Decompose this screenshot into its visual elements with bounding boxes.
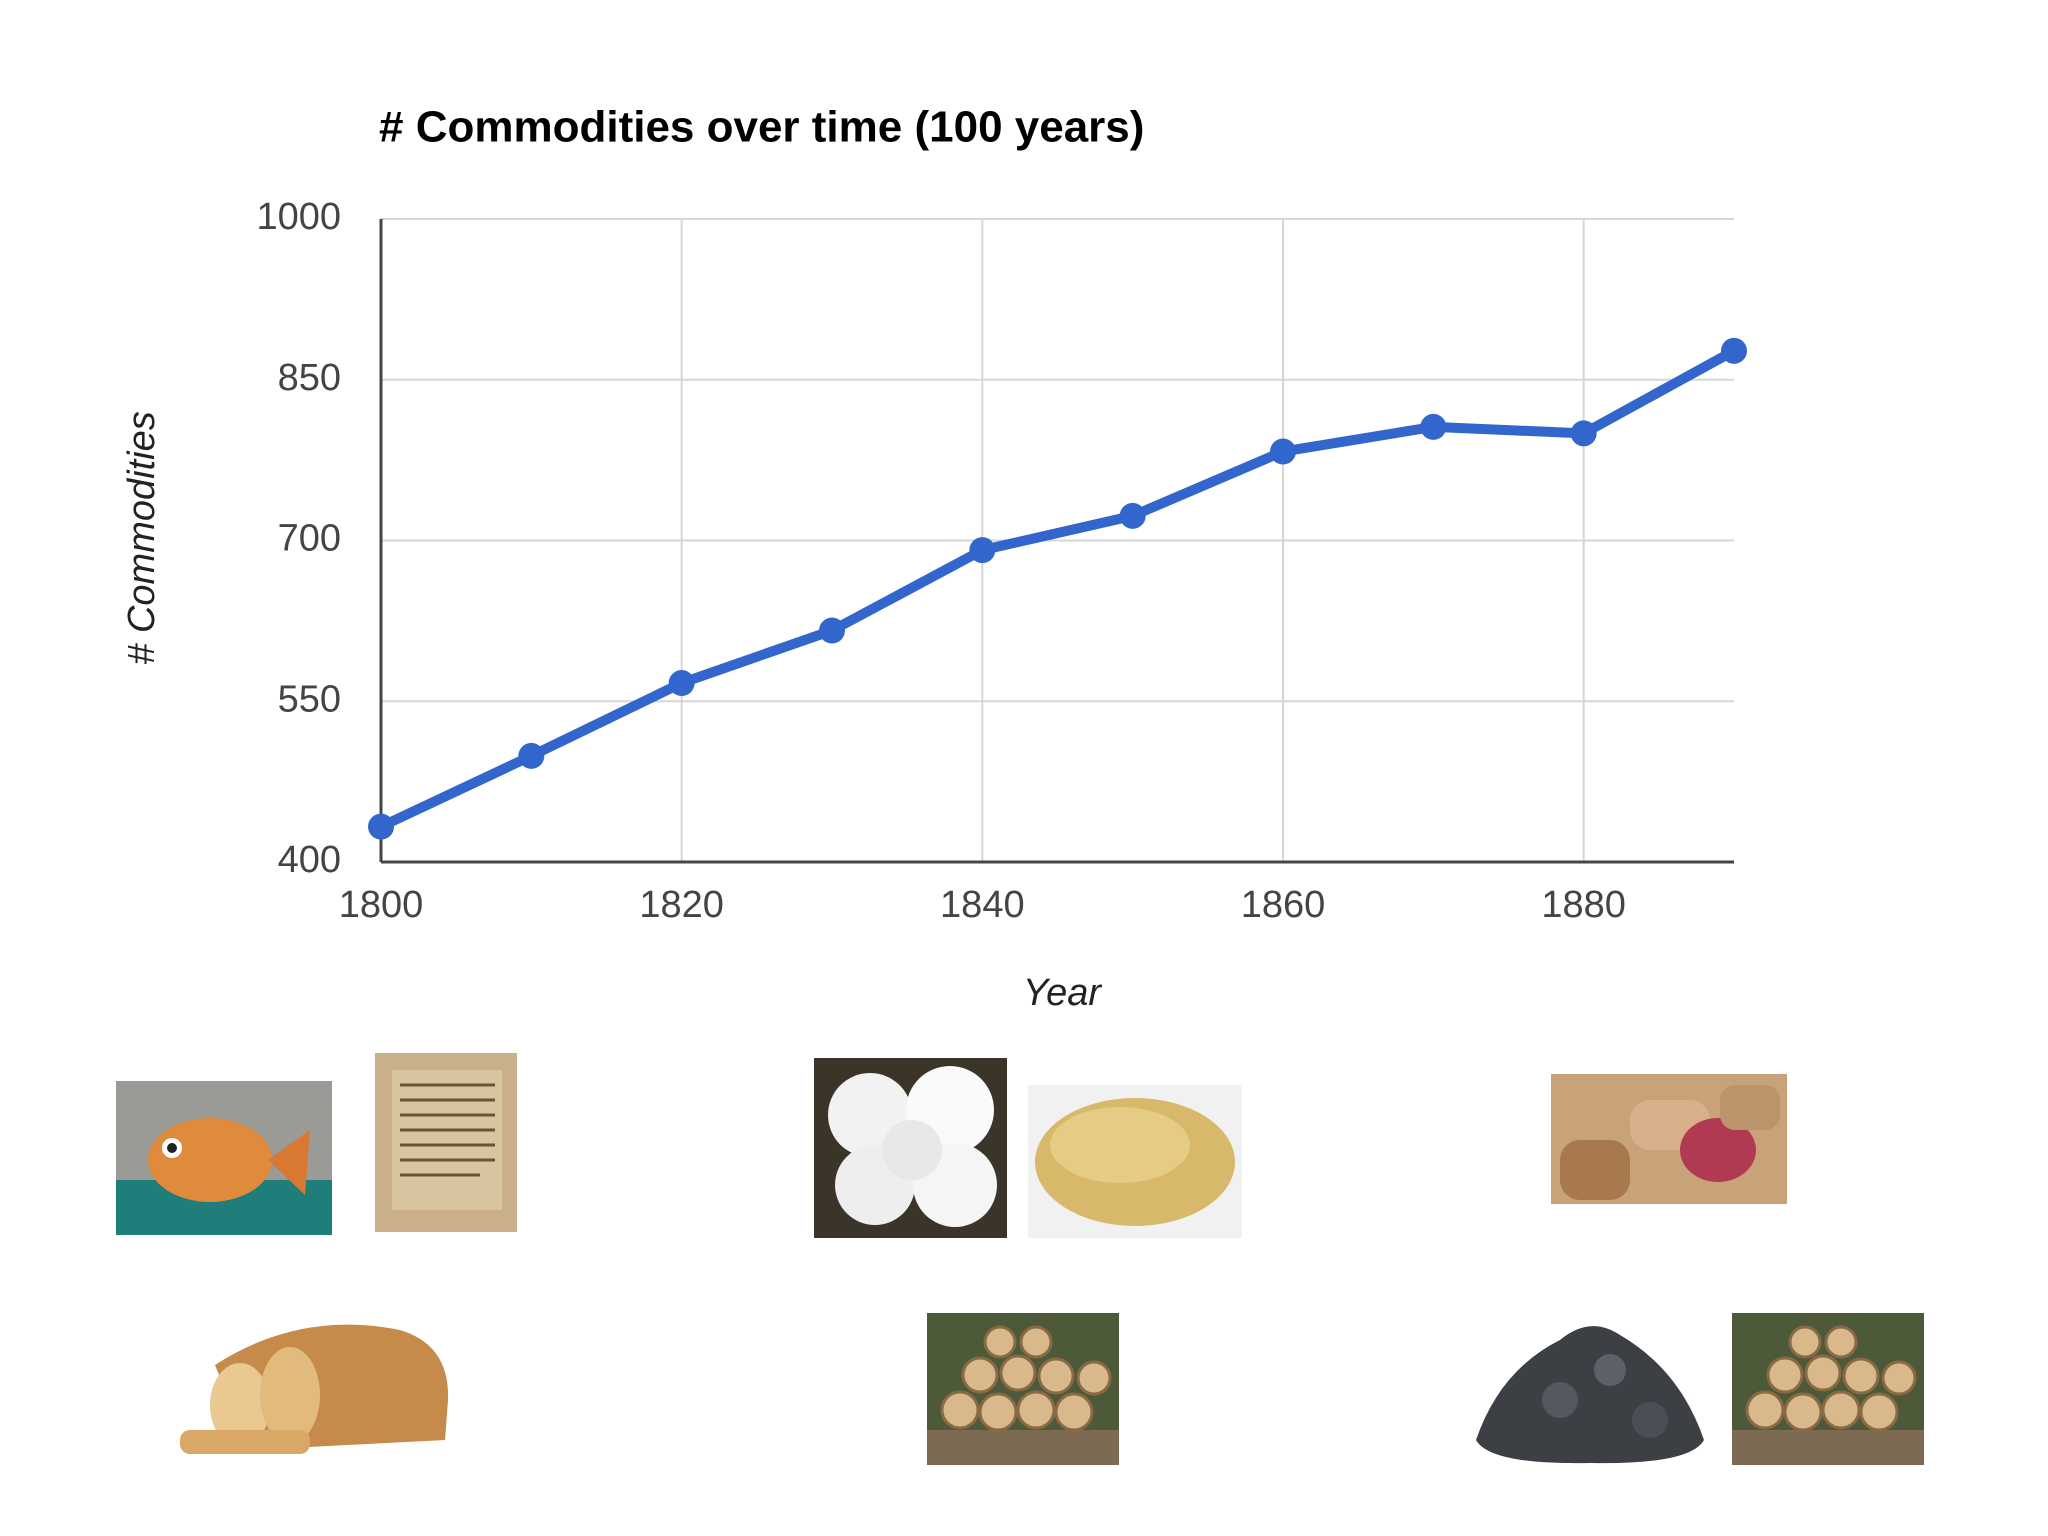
logs-picture (1732, 1313, 1924, 1465)
cotton-picture (814, 1058, 1007, 1238)
commodity-pictures (116, 1053, 1924, 1465)
y-tick-label: 400 (278, 839, 341, 881)
y-tick-label: 850 (278, 357, 341, 399)
point (1570, 420, 1597, 447)
line (376, 345, 1739, 832)
point (368, 813, 394, 840)
chart-title: # Commodities over time (100 years) (379, 103, 1144, 152)
potato-picture (1028, 1085, 1242, 1238)
x-tick-label: 1840 (940, 884, 1025, 926)
corks-picture (1551, 1074, 1787, 1204)
point (969, 537, 996, 564)
parchment-picture (375, 1053, 517, 1232)
y-axis-title: # Commodities (121, 411, 163, 664)
coal-picture (1476, 1326, 1704, 1464)
y-tick-label: 1000 (256, 196, 341, 238)
logs-picture (927, 1313, 1119, 1465)
point (1270, 438, 1296, 465)
point (819, 617, 845, 644)
point (668, 670, 695, 697)
point (1721, 337, 1747, 364)
x-tick-label: 1860 (1241, 884, 1326, 926)
x-tick-label: 1880 (1541, 884, 1626, 926)
x-axis-title: Year (1023, 972, 1103, 1014)
x-tick-label: 1820 (639, 884, 724, 926)
bread-picture (180, 1324, 449, 1454)
point (518, 742, 545, 769)
point (1119, 502, 1146, 529)
fish-picture (116, 1081, 332, 1235)
point (1420, 413, 1447, 440)
y-tick-label: 550 (278, 678, 341, 720)
y-tick-label: 700 (278, 518, 341, 560)
x-tick-label: 1800 (339, 884, 424, 926)
